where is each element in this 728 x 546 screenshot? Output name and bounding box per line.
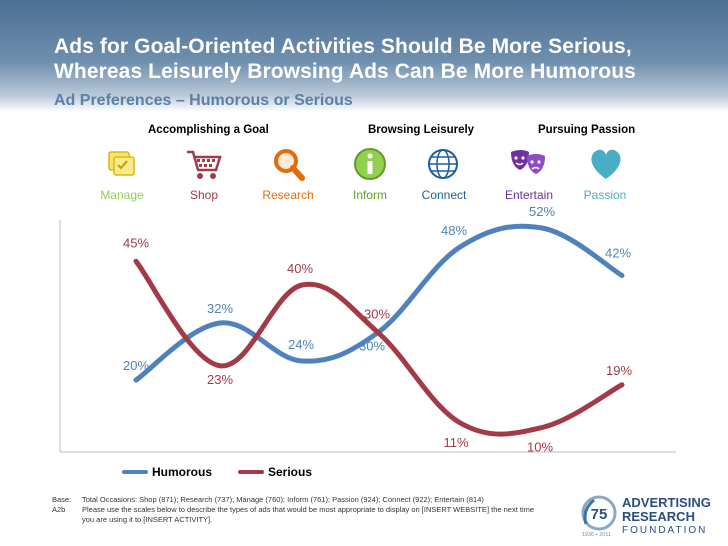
legend-label-humorous: Humorous [152,465,212,479]
data-label-serious-passion: 19% [606,363,632,378]
logo-line-1: ADVERTISING [622,495,711,510]
data-label-humorous-research: 24% [288,337,314,352]
data-label-serious-connect: 11% [443,435,468,450]
chart-subtitle: Ad Preferences – Humorous or Serious [54,92,353,109]
passion-icon [591,149,621,179]
footnote-question-text: Please use the scales below to describe … [82,505,535,524]
connect-icon [428,149,458,179]
data-label-humorous-manage: 20% [123,358,149,373]
group-browsing-leisurely: Browsing Leisurely [368,124,475,136]
legend-swatch-humorous [122,470,148,474]
arf-logo: 75 ADVERTISING RESEARCH FOUNDATION 1936 … [580,494,725,542]
category-label-research: Research [262,188,314,202]
legend-swatch-serious [238,470,264,474]
footnote-base-text: Total Occasions: Shop (871); Research (7… [82,495,484,504]
data-label-serious-entertain: 10% [527,440,553,455]
group-accomplishing-goal: Accomplishing a Goal [148,124,269,136]
data-label-serious-inform: 30% [364,307,390,322]
category-label-manage: Manage [100,188,144,202]
series-line-serious [133,258,625,437]
data-label-serious-shop: 23% [207,372,233,387]
legend-label-serious: Serious [268,465,313,479]
footnote: Base: Total Occasions: Shop (871); Resear… [52,495,542,525]
data-label-humorous-shop: 32% [207,301,233,316]
category-label-entertain: Entertain [504,188,554,202]
legend-humorous: Humorous [122,465,212,479]
category-label-connect: Connect [421,188,467,202]
data-label-serious-manage: 45% [123,235,149,250]
data-label-humorous-connect: 48% [441,223,467,238]
title-line-1: Ads for Goal-Oriented Activities Should … [54,35,632,58]
header-band [0,0,728,112]
logo-badge-icon: 75 [581,495,617,531]
research-icon [274,149,305,181]
group-pursuing-passion: Pursuing Passion [538,124,636,136]
logo-line-3: FOUNDATION [622,525,708,536]
category-label-shop: Shop [189,188,219,202]
logo-badge-text: 75 [591,506,608,523]
logo-wordmark: ADVERTISING RESEARCH [622,496,711,524]
category-label-passion: Passion [583,188,627,202]
legend-serious: Serious [238,465,312,479]
page-title: Ads for Goal-Oriented Activities Should … [54,34,636,84]
footnote-base-key: Base: [52,495,72,504]
logo-line-2: RESEARCH [622,509,695,524]
data-label-humorous-entertain: 52% [529,204,555,219]
inform-icon [354,148,386,180]
data-label-humorous-passion: 42% [605,246,631,261]
data-label-serious-research: 40% [287,261,313,276]
title-line-2: Whereas Leisurely Browsing Ads Can Be Mo… [54,60,636,83]
shop-icon [187,150,222,179]
manage-icon [108,151,135,176]
data-label-humorous-inform: 30% [359,339,385,354]
entertain-icon [511,150,545,174]
logo-years: 1936 • 2011 [582,532,612,538]
footnote-question-key: A2b [52,505,66,514]
category-label-inform: Inform [352,188,388,202]
